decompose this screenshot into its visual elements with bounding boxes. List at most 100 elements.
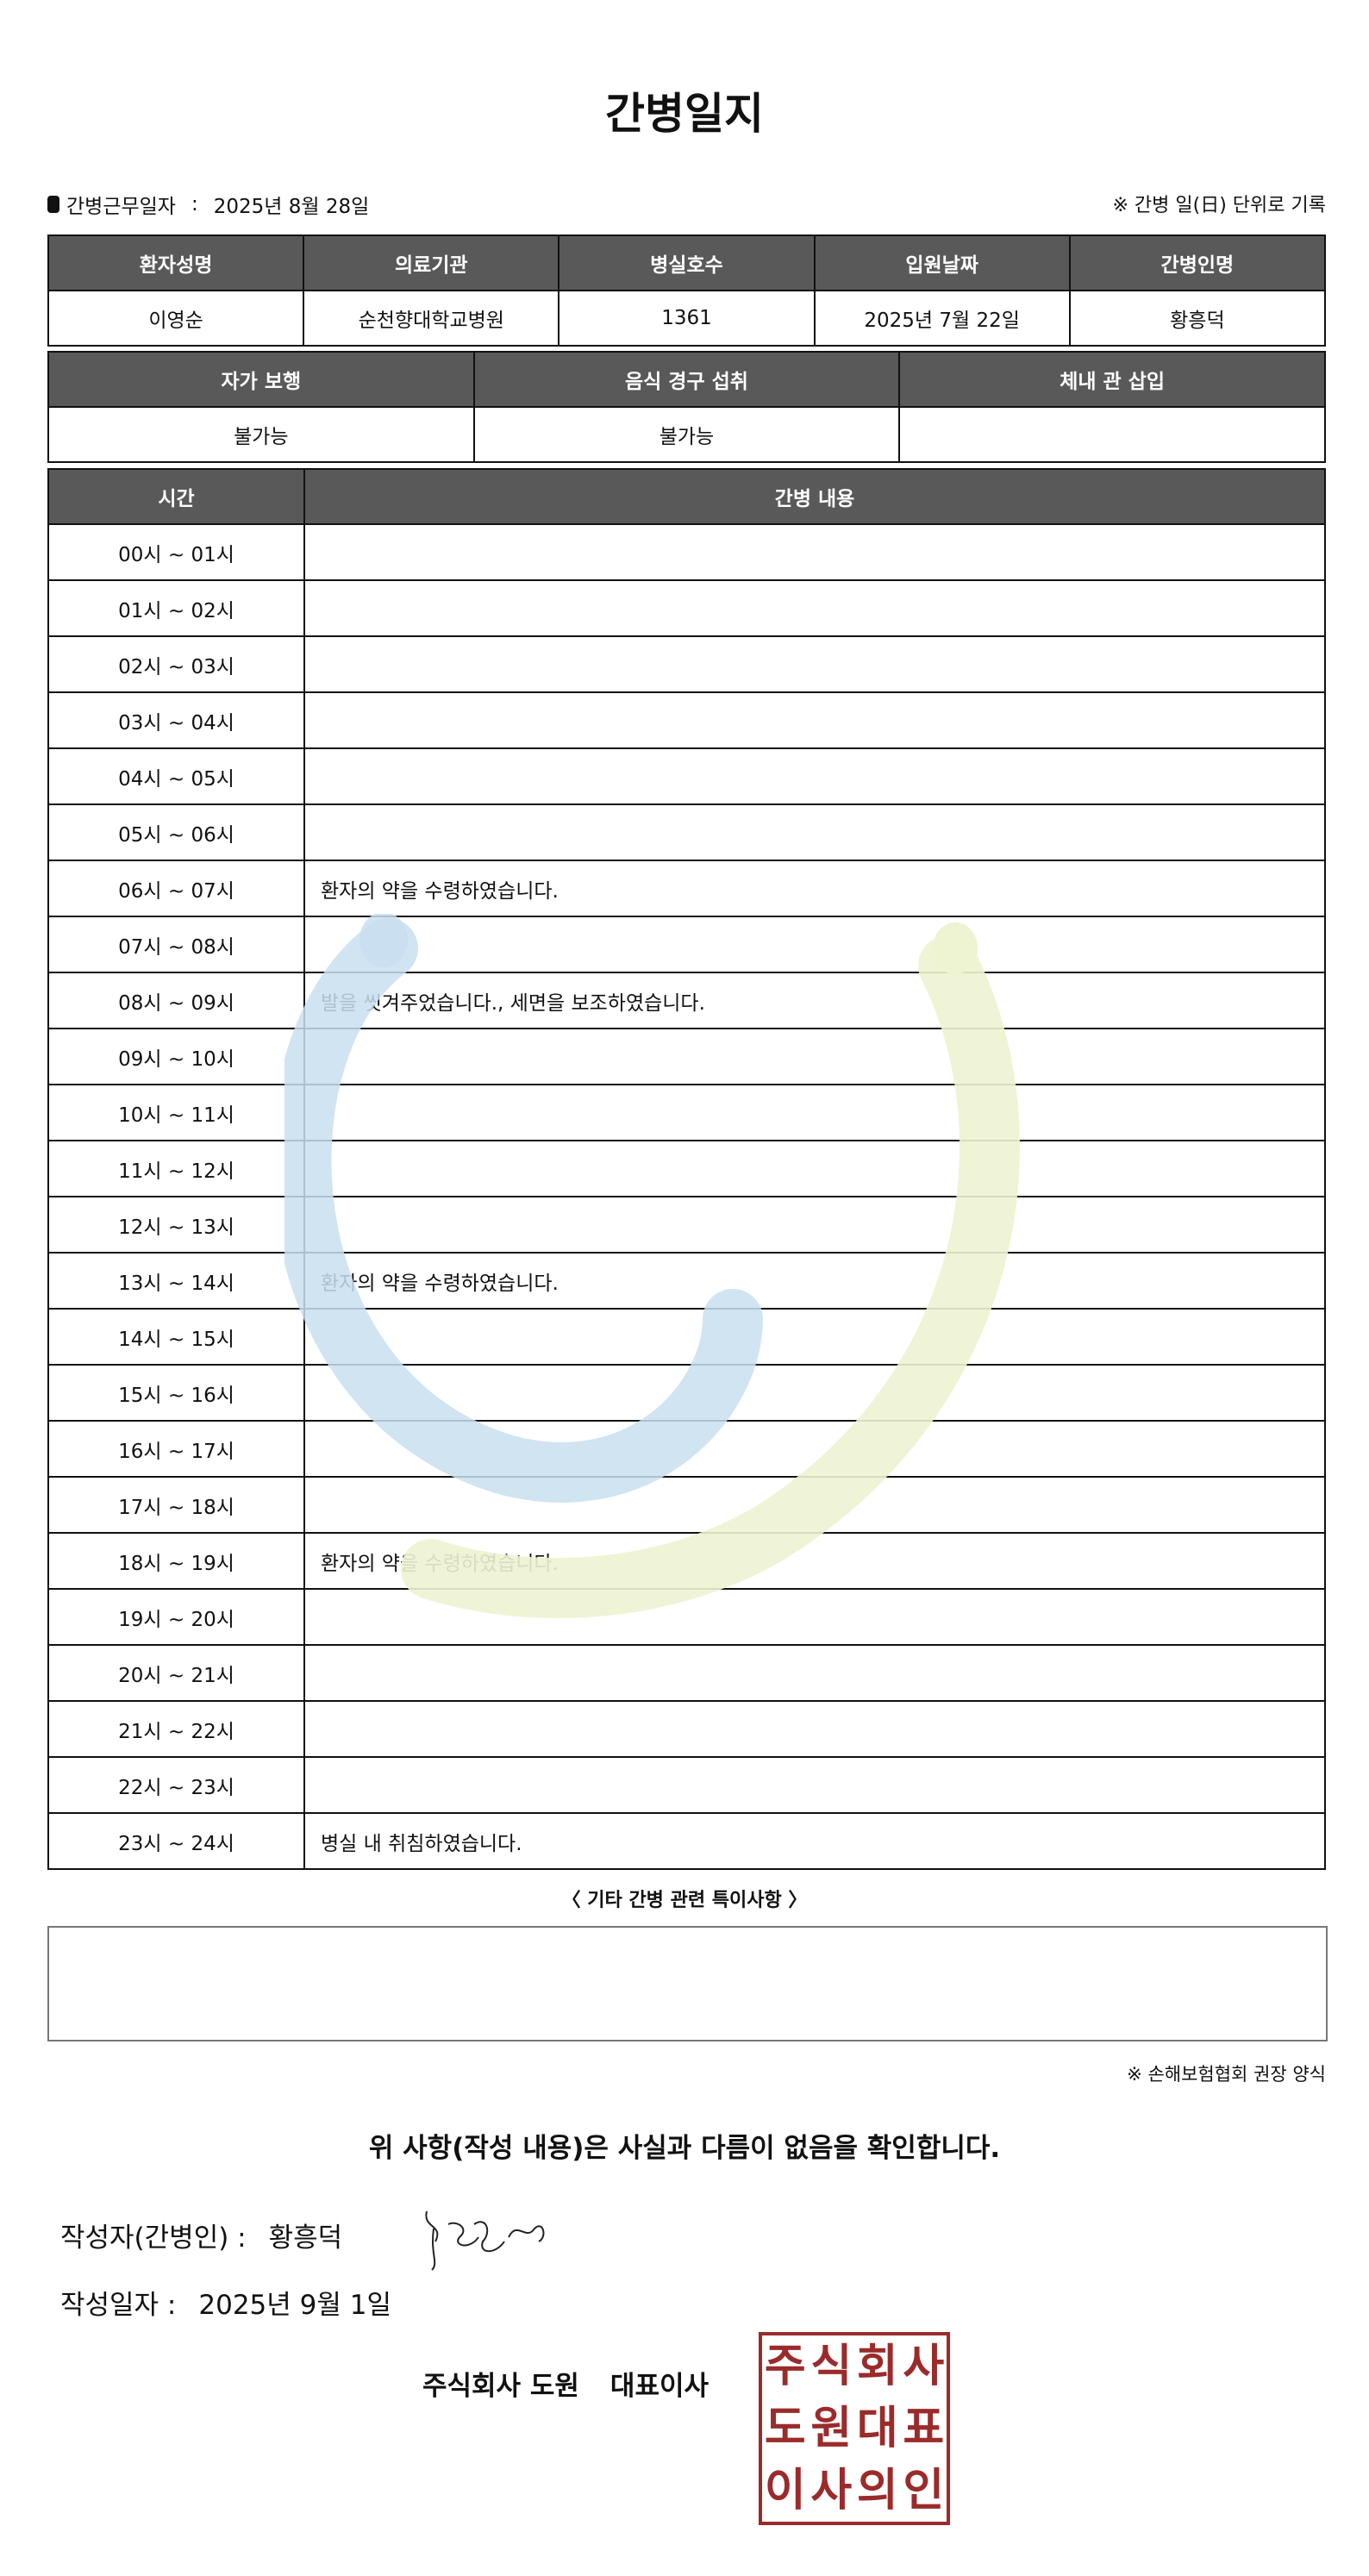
care-log-row: 00시 ~ 01시 [47,523,1326,581]
care-content: 환자의 약을 수령하였습니다. [303,860,1326,917]
company-name: 주식회사 도원 [422,2371,579,2402]
notes-title: 〈 기타 간병 관련 특이사항 〉 [561,1890,808,1911]
signature-image [425,2210,545,2271]
care-content [303,1028,1326,1085]
time-slot: 10시 ~ 11시 [47,1084,305,1141]
care-content [303,1420,1326,1478]
tube-value [898,406,1326,463]
care-content [303,1644,1326,1702]
stamp-glyph: 이 [764,2465,806,2517]
written-date-line: 작성일자 : 2025년 9월 1일 [60,2283,391,2322]
care-log-row: 15시 ~ 16시 [47,1364,1326,1422]
time-slot: 14시 ~ 15시 [47,1308,305,1366]
patient-table-header: 환자성명 의료기관 병실호수 입원날짜 간병인명 [47,234,1327,291]
care-log-row: 21시 ~ 22시 [47,1700,1326,1758]
stamp-glyph: 식 [810,2341,853,2392]
care-log-row: 10시 ~ 11시 [47,1084,1326,1141]
time-slot: 04시 ~ 05시 [47,747,305,805]
written-date-label: 작성일자 : [60,2290,177,2321]
writer-line: 작성자(간병인) : 황흥덕 [60,2216,342,2254]
room-number: 1361 [558,290,816,347]
hospital: 순천향대학교병원 [303,290,560,347]
stamp-glyph: 대 [856,2403,898,2454]
care-log-row: 01시 ~ 02시 [47,579,1326,637]
stamp-glyph: 주 [764,2341,806,2392]
header-admission-date: 입원날짜 [813,234,1071,291]
care-content: 발을 씻겨주었습니다., 세면을 보조하였습니다. [303,972,1326,1029]
patient-table: 환자성명 의료기관 병실호수 입원날짜 간병인명 이영순 순천향대학교병원 13… [47,234,1327,347]
care-content [303,1588,1326,1646]
care-content: 환자의 약을 수령하였습니다. [303,1252,1326,1310]
care-content [303,803,1326,861]
time-slot: 18시 ~ 19시 [47,1532,305,1590]
work-date: 간병근무일자 : 2025년 8월 28일 [47,190,369,219]
care-content: 병실 내 취침하였습니다. [303,1812,1326,1870]
stamp-glyph: 회 [856,2341,898,2392]
work-date-separator: : [191,193,198,216]
care-log-row: 05시 ~ 06시 [47,803,1326,861]
care-log-row: 02시 ~ 03시 [47,635,1326,693]
header-patient-name: 환자성명 [47,234,305,291]
care-content [303,916,1326,973]
header-tube: 체내 관 삽입 [898,351,1326,408]
time-slot: 21시 ~ 22시 [47,1700,305,1758]
care-log-row: 23시 ~ 24시 병실 내 취침하였습니다. [47,1812,1326,1870]
care-content [303,1140,1326,1197]
status-table-row: 불가능 불가능 [47,406,1326,463]
care-content [303,1476,1326,1534]
document-title: 간병일지 [605,89,764,139]
care-log-header: 시간 간병 내용 [47,468,1326,525]
care-content [303,579,1326,637]
stamp-glyph: 의 [856,2465,898,2517]
header-caregiver: 간병인명 [1068,234,1327,291]
care-log-row: 11시 ~ 12시 [47,1140,1326,1197]
time-slot: 03시 ~ 04시 [47,691,305,749]
care-log-row: 04시 ~ 05시 [47,747,1326,805]
care-log-table: 시간 간병 내용 00시 ~ 01시 01시 ~ 02시 02시 ~ 03시 03시 … [47,468,1326,1870]
status-table-header: 자가 보행 음식 경구 섭취 체내 관 삽입 [47,351,1326,408]
care-log-row: 07시 ~ 08시 [47,916,1326,973]
company-line: 주식회사 도원 대표이사 [422,2364,709,2403]
care-log-row: 08시 ~ 09시 발을 씻겨주었습니다., 세면을 보조하였습니다. [47,972,1326,1029]
stamp-glyph: 인 [903,2465,945,2517]
walking-value: 불가능 [47,406,475,463]
time-slot: 19시 ~ 20시 [47,1588,305,1646]
time-slot: 16시 ~ 17시 [47,1420,305,1478]
care-content [303,635,1326,693]
time-slot: 23시 ~ 24시 [47,1812,305,1870]
stamp-glyph: 사 [903,2341,945,2392]
bullet-icon [47,196,59,213]
work-date-value: 2025년 8월 28일 [213,196,370,218]
time-slot: 12시 ~ 13시 [47,1196,305,1254]
patient-table-row: 이영순 순천향대학교병원 1361 2025년 7월 22일 황흥덕 [47,290,1327,347]
time-slot: 09시 ~ 10시 [47,1028,305,1085]
time-slot: 08시 ~ 09시 [47,972,305,1029]
header-hospital: 의료기관 [303,234,560,291]
form-note: ※ 손해보험협회 권장 양식 [1127,2064,1326,2085]
time-slot: 00시 ~ 01시 [47,523,305,581]
care-content [303,1756,1326,1814]
care-log-row: 19시 ~ 20시 [47,1588,1326,1646]
time-slot: 15시 ~ 16시 [47,1364,305,1422]
writer-label: 작성자(간병인) : [60,2223,247,2254]
care-log-row: 09시 ~ 10시 [47,1028,1326,1085]
header-oral-intake: 음식 경구 섭취 [472,351,901,408]
time-slot: 11시 ~ 12시 [47,1140,305,1197]
notes-box [47,1926,1328,2041]
stamp-glyph: 원 [810,2403,853,2454]
care-log-row: 12시 ~ 13시 [47,1196,1326,1254]
time-slot: 07시 ~ 08시 [47,916,305,973]
care-content [303,1364,1326,1422]
time-slot: 05시 ~ 06시 [47,803,305,861]
time-slot: 06시 ~ 07시 [47,860,305,917]
care-content: 환자의 약을 수령하였습니다. [303,1532,1326,1590]
time-slot: 22시 ~ 23시 [47,1756,305,1814]
patient-name: 이영순 [47,290,305,347]
care-log-row: 13시 ~ 14시 환자의 약을 수령하였습니다. [47,1252,1326,1310]
care-content [303,691,1326,749]
care-log-row: 03시 ~ 04시 [47,691,1326,749]
care-content [303,1084,1326,1141]
care-log-row: 20시 ~ 21시 [47,1644,1326,1702]
time-slot: 20시 ~ 21시 [47,1644,305,1702]
